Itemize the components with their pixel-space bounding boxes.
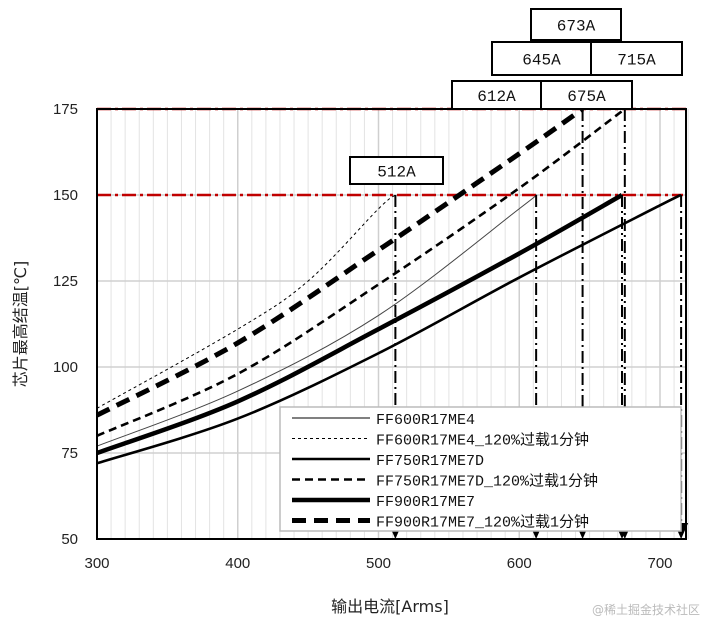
series-line-5 bbox=[95, 106, 585, 418]
x-tick-label: 400 bbox=[225, 555, 250, 572]
legend-label: FF750R17ME7D bbox=[376, 453, 484, 470]
marker-label: 715A bbox=[617, 52, 656, 70]
y-tick-label: 100 bbox=[53, 359, 78, 376]
x-axis-title: 输出电流[Arms] bbox=[331, 597, 449, 616]
series-lines bbox=[95, 106, 682, 465]
y-tick-label: 125 bbox=[53, 273, 78, 290]
marker-label: 673A bbox=[557, 18, 596, 36]
series-line-2 bbox=[96, 193, 682, 465]
y-tick-label: 150 bbox=[53, 187, 78, 204]
plot-frame bbox=[96, 108, 687, 540]
y-tick-label: 75 bbox=[61, 445, 78, 462]
legend-label: FF900R17ME7_120%过载1分钟 bbox=[376, 514, 589, 532]
x-tick-label: 500 bbox=[366, 555, 391, 572]
legend-box bbox=[279, 406, 682, 532]
y-axis-title: 芯片最高结温[℃] bbox=[11, 261, 30, 387]
marker-label: 645A bbox=[522, 52, 561, 70]
marker-label-box bbox=[540, 80, 633, 110]
x-tick-label: 600 bbox=[507, 555, 532, 572]
marker-label-box bbox=[590, 41, 683, 76]
marker-label: 675A bbox=[567, 88, 606, 106]
legend: FF600R17ME4 FF600R17ME4_120%过载1分钟 FF750R17… bbox=[279, 406, 682, 532]
series-line-0 bbox=[96, 194, 537, 447]
marker-label-box bbox=[349, 156, 444, 185]
legend-label: FF600R17ME4 bbox=[376, 412, 475, 429]
marker-label: 512A bbox=[377, 164, 416, 182]
marker-labels: 512A 612A 645A 673A 675A 715A bbox=[349, 8, 683, 185]
legend-label: FF600R17ME4_120%过载1分钟 bbox=[376, 432, 589, 450]
marker-label-box bbox=[530, 8, 622, 41]
y-tick-label: 50 bbox=[61, 531, 78, 548]
legend-label: FF750R17ME7D_120%过载1分钟 bbox=[376, 473, 598, 491]
y-tick-label: 175 bbox=[53, 101, 78, 118]
marker-label-box bbox=[451, 80, 542, 110]
legend-label: FF900R17ME7 bbox=[376, 494, 475, 511]
x-tick-label: 300 bbox=[84, 555, 109, 572]
marker-label: 612A bbox=[477, 88, 516, 106]
axis-ticks: 300 400 500 600 700 50 75 100 125 150 175 bbox=[53, 101, 673, 572]
x-tick-label: 700 bbox=[647, 555, 672, 572]
watermark: @稀土掘金技术社区 bbox=[592, 602, 700, 617]
series-line-4 bbox=[96, 193, 624, 456]
